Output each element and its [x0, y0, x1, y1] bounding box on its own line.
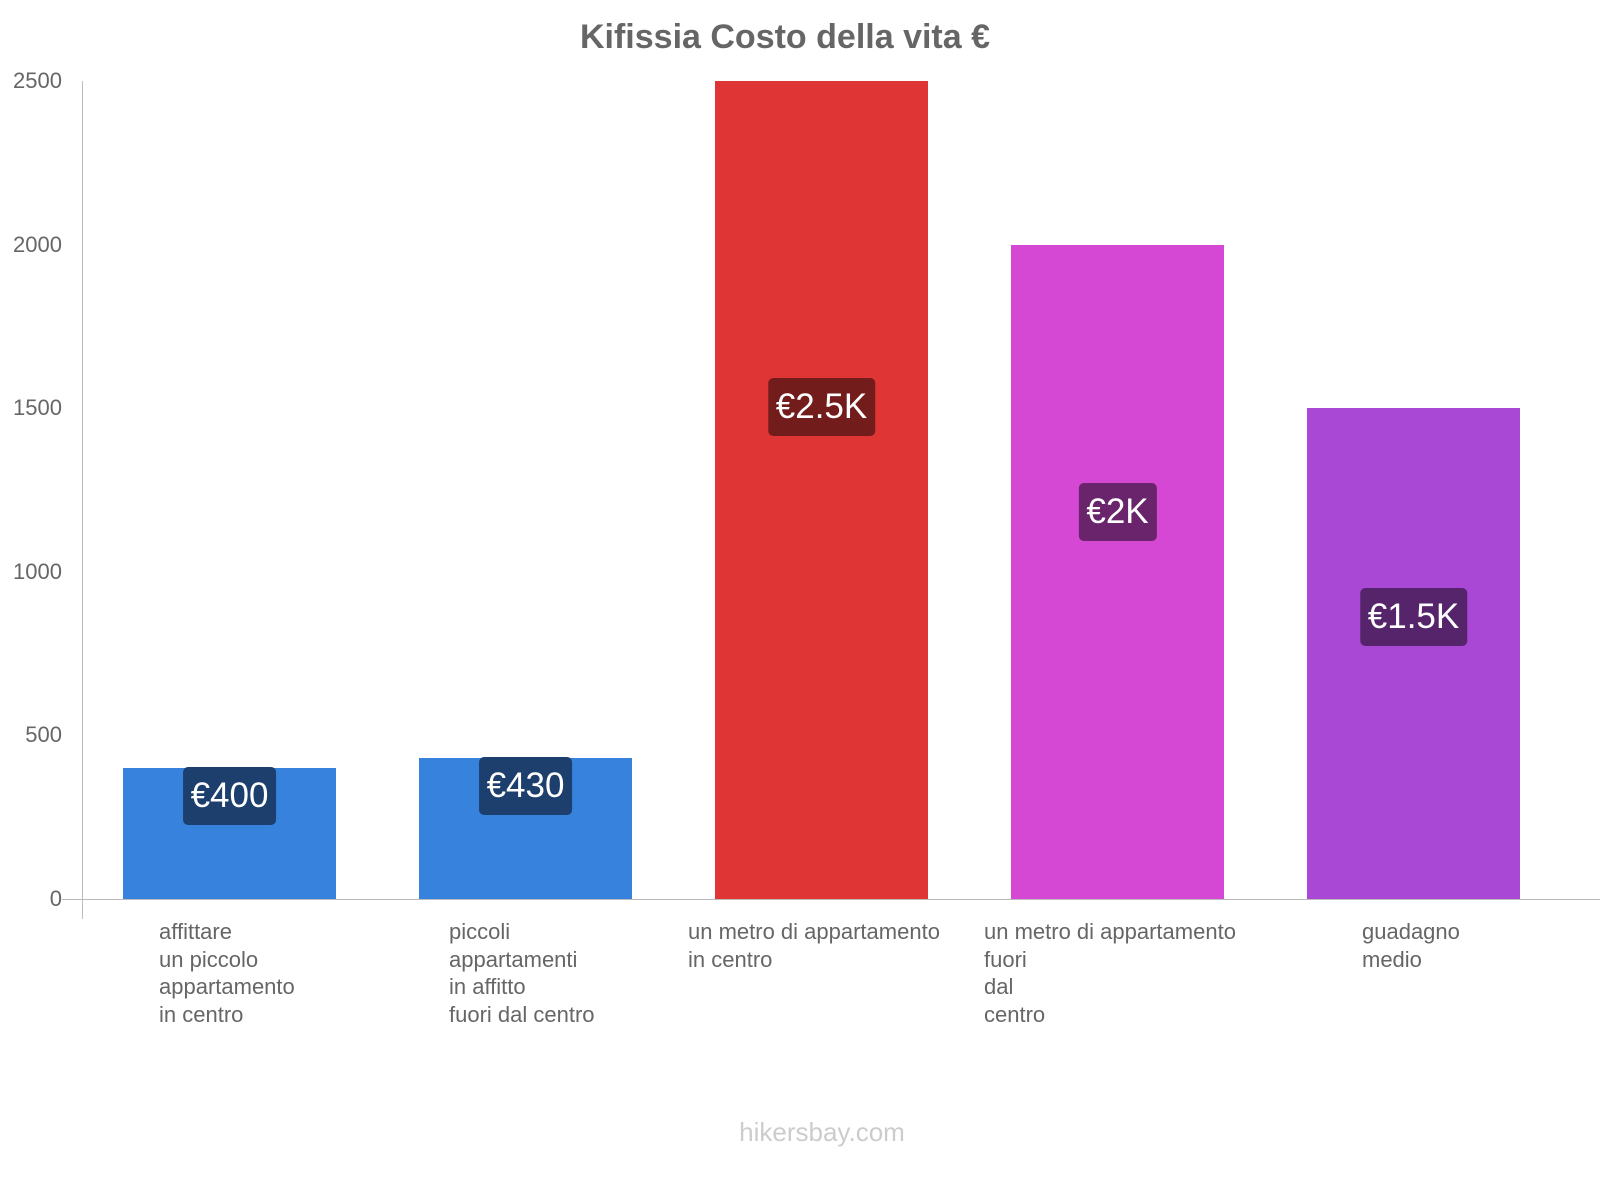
y-tick-label: 2000 — [13, 231, 62, 257]
x-category-label: guadagno medio — [1362, 919, 1460, 972]
x-category-label: un metro di appartamento fuori dal centr… — [984, 919, 1236, 1027]
bar[interactable] — [1011, 244, 1224, 899]
y-tick-label: 1000 — [13, 558, 62, 584]
y-axis — [82, 81, 83, 919]
value-badge: €1.5K — [1359, 587, 1468, 646]
y-tick-label: 2500 — [13, 68, 62, 93]
value-badge: €400 — [182, 767, 277, 826]
x-category-label: piccoli appartamenti in affitto fuori da… — [449, 919, 595, 1027]
value-badge: €2.5K — [767, 378, 876, 437]
watermark: hikersbay.com — [739, 1117, 905, 1147]
bar[interactable] — [1307, 408, 1520, 899]
chart-title: Kifissia Costo della vita € — [579, 18, 991, 56]
x-category-label: un metro di appartamento in centro — [688, 919, 940, 972]
value-badge: €430 — [478, 757, 573, 816]
value-badge: €2K — [1078, 483, 1157, 542]
bar[interactable] — [715, 81, 928, 899]
y-tick-mark — [62, 899, 82, 900]
x-axis — [62, 899, 1600, 900]
y-tick-label: 500 — [25, 722, 62, 748]
x-category-label: affittare un piccolo appartamento in cen… — [159, 919, 295, 1027]
y-tick-label: 1500 — [13, 395, 62, 421]
y-tick-label: 0 — [49, 886, 62, 911]
